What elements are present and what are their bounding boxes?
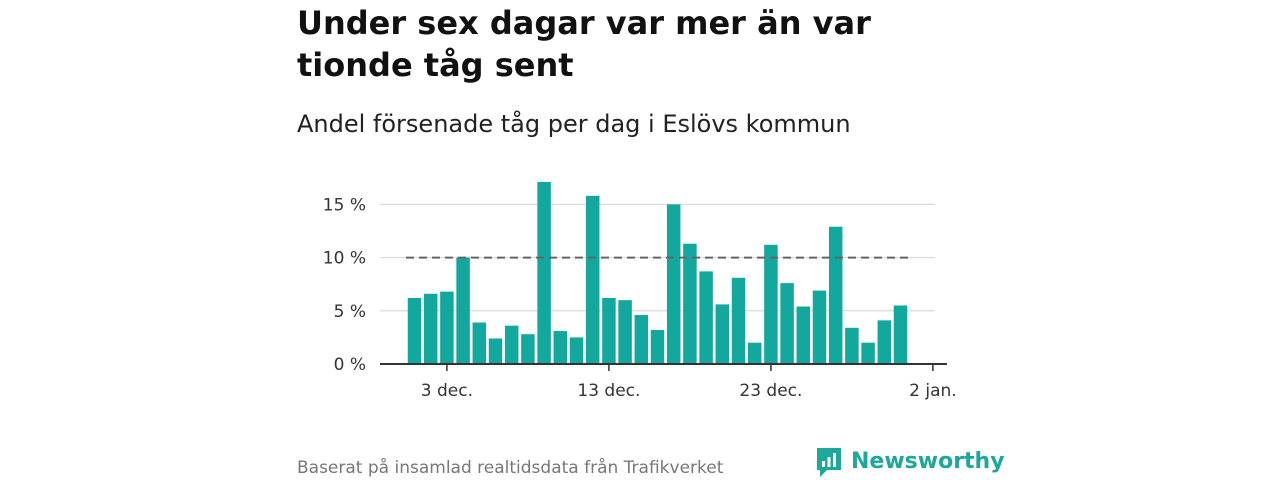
bar [845,327,859,364]
bar [472,322,487,364]
bar [747,342,762,364]
bar [780,283,794,364]
bar [731,277,746,364]
chart-title: Under sex dagar var mer än var tionde tå… [297,4,871,84]
bar [650,329,665,364]
bar [585,195,600,364]
bar [569,337,584,364]
y-tick-label: 5 % [334,302,366,322]
bar [828,226,843,364]
bar-chart: 0 % 5 % 10 % 15 % 3 dec. 13 dec. 23 dec. 2 jan. [323,182,957,401]
y-tick-label: 0 % [334,355,366,375]
bar [715,304,730,364]
y-tick-label: 10 % [323,249,366,269]
bar [440,291,454,364]
bar [618,300,632,364]
bar [893,305,908,364]
x-tick-label: 13 dec. [577,381,640,401]
bar [504,325,519,364]
bar [602,298,616,364]
bar [764,244,778,364]
bar-chart-logo-icon [817,448,841,477]
x-tick-label: 23 dec. [739,381,802,401]
x-tick-label: 3 dec. [421,381,473,401]
y-tick-label: 15 % [323,195,366,215]
bar [456,257,470,364]
bar [796,306,811,364]
bar [488,338,503,364]
bar [553,331,568,364]
bar [861,342,875,364]
bar [423,293,438,364]
source-note: Baserat på insamlad realtidsdata från Tr… [297,458,724,478]
x-tick-label: 2 jan. [909,381,957,401]
bar [521,334,535,364]
bar [407,298,422,364]
brand-name: Newsworthy [851,449,1005,474]
bar [683,243,697,364]
chart-subtitle: Andel försenade tåg per dag i Eslövs kom… [297,110,851,138]
bar [634,315,649,364]
bar [812,290,827,364]
brand-logo: Newsworthy [815,446,1005,478]
bar [877,320,892,364]
bar [666,204,681,364]
bar [537,182,551,364]
bar [699,271,713,364]
